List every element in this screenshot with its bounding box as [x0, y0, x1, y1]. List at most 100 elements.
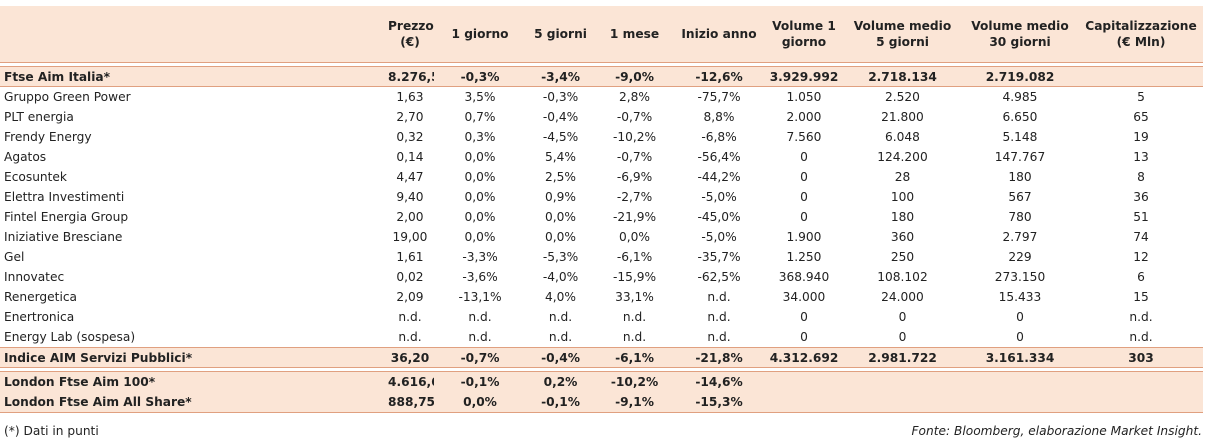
table-cell: -2,7% [616, 190, 653, 204]
table-cell: 0 [898, 310, 907, 324]
table-cell: -62,5% [697, 270, 741, 284]
footnote: (*) Dati in punti [4, 424, 99, 438]
table-cell: -6,8% [701, 130, 737, 144]
row-label: Gruppo Green Power [4, 90, 131, 104]
table-cell: -0,3% [434, 66, 526, 87]
table-cell: -75,7% [697, 90, 741, 104]
table-cell: -6,9% [616, 170, 653, 184]
table-cell: 0 [800, 150, 808, 164]
table-cell: -3,6% [462, 270, 498, 284]
table-cell: 147.767 [994, 150, 1046, 164]
table-cell: 0,0% [464, 230, 496, 244]
table-cell: n.d. [622, 310, 647, 324]
source-note: Fonte: Bloomberg, elaborazione Market In… [911, 424, 1202, 438]
spacer-cell [0, 62, 1203, 67]
table-cell: 0,14 [396, 150, 424, 164]
table-cell: -21,9% [612, 210, 657, 224]
table-cell: 0,0% [464, 210, 496, 224]
table-cell: 36 [1133, 190, 1149, 204]
table-cell: -4,0% [542, 270, 579, 284]
table-cell: 2.000 [786, 110, 822, 124]
table-cell: -9,1% [595, 392, 674, 413]
index-row: Ftse Aim Italia*8.276,56-0,3%-3,4%-9,0%-… [0, 66, 1203, 87]
table-row: Renergetica 2,09 -13,1% 4,0% 33,1% n.d. 34.000… [0, 287, 1203, 307]
table-cell: -0,7% [434, 347, 526, 368]
table-row: Gel 1,61 -3,3% -5,3% -6,1% -35,7% 1.250 250 229 1… [0, 247, 1203, 267]
table-cell: n.d. [398, 310, 422, 324]
table-cell: n.d. [707, 330, 731, 344]
table-cell: 0 [800, 330, 808, 344]
table-cell: 8 [1137, 170, 1145, 184]
row-label: Fintel Energia Group [4, 210, 129, 224]
table-cell: 1.250 [786, 250, 822, 264]
table-cell: 250 [890, 250, 915, 264]
table-cell [844, 371, 961, 392]
table-cell: 24.000 [881, 290, 924, 304]
row-label: Agatos [4, 150, 47, 164]
table-cell: 0,3% [464, 130, 496, 144]
table-cell: 888,75 [386, 392, 434, 413]
row-label: Indice AIM Servizi Pubblici* [0, 347, 386, 368]
table-cell: 0,0% [464, 150, 496, 164]
table-cell: -56,4% [697, 150, 741, 164]
table-cell: 6.048 [885, 130, 920, 144]
table-cell: 567 [1008, 190, 1032, 204]
table-cell: 368.940 [778, 270, 830, 284]
table-cell: 0 [800, 170, 808, 184]
table-cell: 0,0% [545, 210, 576, 224]
table-cell: 19,00 [392, 230, 428, 244]
table-cell: -45,0% [697, 210, 741, 224]
table-cell: -9,0% [595, 66, 674, 87]
table-cell: 2.797 [1002, 230, 1038, 244]
table-cell [1079, 371, 1203, 392]
table-cell: 2.719.082 [961, 66, 1079, 87]
table-cell: 5,4% [545, 150, 576, 164]
table-cell: 4.312.692 [764, 347, 844, 368]
row-label: Frendy Energy [4, 130, 92, 144]
table-cell: 0 [1016, 310, 1024, 324]
column-header: 5 giorni [526, 6, 595, 63]
table-cell: 0,0% [434, 392, 526, 413]
table-cell: 8,8% [703, 110, 735, 124]
table-cell: 360 [890, 230, 915, 244]
table-cell: 19 [1133, 130, 1149, 144]
table-cell: 229 [1008, 250, 1032, 264]
table-row: Iniziative Bresciane 19,00 0,0% 0,0% 0,0% -5,… [0, 227, 1203, 247]
header-row: Prezzo (€) 1 giorno 5 giorni 1 mese Inizio an… [0, 6, 1203, 63]
table-cell: -4,5% [542, 130, 579, 144]
table-cell [1079, 392, 1203, 413]
table-cell: 4.985 [1002, 90, 1038, 104]
table-cell: 6.650 [1002, 110, 1038, 124]
table-cell: -3,3% [462, 250, 498, 264]
table-cell: 15 [1133, 290, 1149, 304]
row-label: Innovatec [4, 270, 65, 284]
table-cell: -6,1% [616, 250, 653, 264]
london-row: London Ftse Aim 100*4.616,66-0,1%0,2%-10… [0, 371, 1203, 392]
table-cell: n.d. [622, 330, 647, 344]
table-cell: 2,5% [545, 170, 576, 184]
table-cell: 108.102 [877, 270, 928, 284]
table-row: Gruppo Green Power 1,63 3,5% -0,3% 2,8% -75,7… [0, 87, 1203, 108]
table-cell: -35,7% [697, 250, 741, 264]
table-cell: -0,3% [542, 90, 579, 104]
table-cell: 0,0% [545, 230, 576, 244]
table-row: Energy Lab (sospesa) n.d. n.d. n.d. n.d. n.d.… [0, 327, 1203, 348]
table-cell: 100 [890, 190, 915, 204]
spacer-row [0, 367, 1203, 372]
table-cell [764, 371, 844, 392]
table-cell: 15.433 [998, 290, 1042, 304]
table-cell [764, 392, 844, 413]
table-cell: 3.929.992 [764, 66, 844, 87]
table-cell: 0,0% [619, 230, 650, 244]
table-cell: -10,2% [612, 130, 657, 144]
table-cell: 0 [898, 330, 907, 344]
table-cell: -0,4% [542, 110, 579, 124]
row-label: Enertronica [4, 310, 75, 324]
column-header: Inizio anno [674, 6, 764, 63]
row-label: Iniziative Bresciane [4, 230, 123, 244]
table-cell: -0,1% [434, 371, 526, 392]
table-row: Agatos 0,14 0,0% 5,4% -0,7% -56,4% 0 124.200 147… [0, 147, 1203, 167]
table-cell: 2.718.134 [844, 66, 961, 87]
table-cell: -44,2% [697, 170, 741, 184]
table-cell: 2.981.722 [844, 347, 961, 368]
